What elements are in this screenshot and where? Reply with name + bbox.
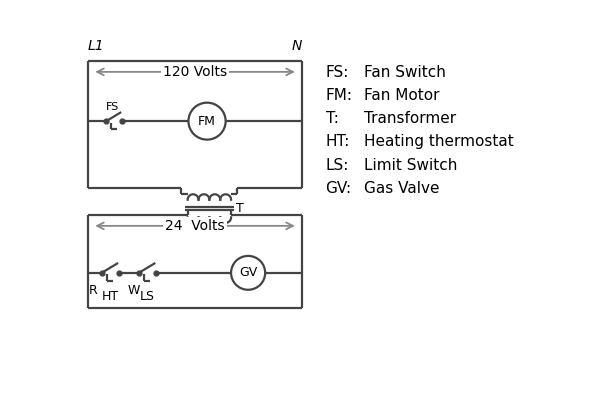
- Text: FM:: FM:: [326, 88, 353, 103]
- Text: FS: FS: [106, 102, 119, 112]
- Text: LS:: LS:: [326, 158, 349, 172]
- Text: 120 Volts: 120 Volts: [163, 65, 227, 79]
- Text: Transformer: Transformer: [365, 111, 457, 126]
- Text: T:: T:: [326, 111, 339, 126]
- Text: GV:: GV:: [326, 181, 352, 196]
- Text: HT: HT: [101, 290, 119, 303]
- Text: Fan Motor: Fan Motor: [365, 88, 440, 103]
- Text: Heating thermostat: Heating thermostat: [365, 134, 514, 150]
- Text: L1: L1: [88, 39, 104, 53]
- Text: Gas Valve: Gas Valve: [365, 181, 440, 196]
- Text: HT:: HT:: [326, 134, 350, 150]
- Text: Fan Switch: Fan Switch: [365, 65, 446, 80]
- Text: FS:: FS:: [326, 65, 349, 80]
- Text: LS: LS: [140, 290, 155, 303]
- Text: Limit Switch: Limit Switch: [365, 158, 458, 172]
- Text: R: R: [88, 284, 97, 297]
- Text: GV: GV: [239, 266, 257, 279]
- Text: FM: FM: [198, 115, 216, 128]
- Text: W: W: [128, 284, 140, 297]
- Text: N: N: [292, 39, 302, 53]
- Text: 24  Volts: 24 Volts: [165, 219, 225, 233]
- Text: T: T: [237, 202, 244, 216]
